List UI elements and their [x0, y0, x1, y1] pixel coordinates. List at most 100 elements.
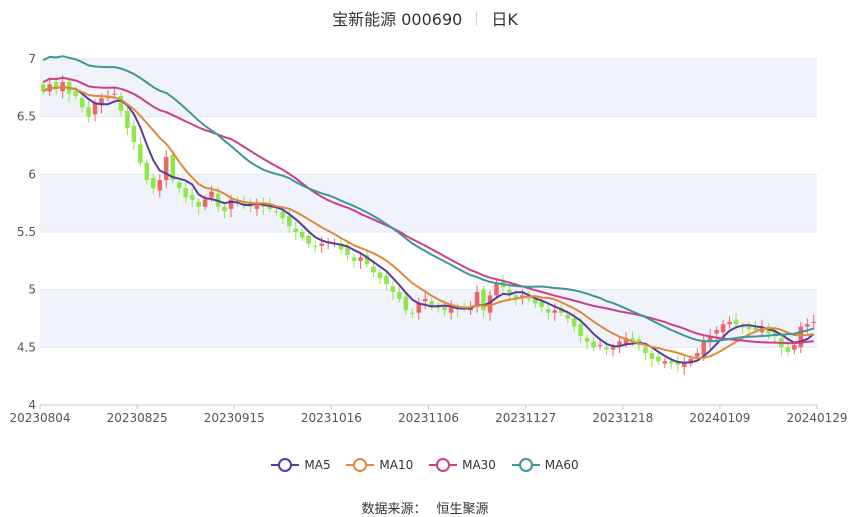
candle-body [390, 286, 396, 292]
candle-body [280, 211, 286, 219]
y-tick-label: 5.5 [17, 225, 36, 239]
candle-body [571, 318, 577, 327]
candle-body [740, 326, 745, 328]
x-tick-label: 20230804 [9, 411, 70, 425]
candle-body [681, 363, 687, 367]
candle-body [487, 295, 493, 313]
y-band [40, 289, 817, 348]
legend-item-ma30[interactable]: MA30 [429, 458, 496, 472]
source-label: 数据来源： [361, 502, 427, 517]
candle-body [662, 361, 668, 364]
title-divider [476, 12, 478, 26]
candle-body [474, 291, 480, 307]
candle-body [720, 324, 726, 333]
x-tick-label: 20230915 [204, 411, 265, 425]
candle-body [630, 338, 635, 342]
candle-body [701, 341, 706, 356]
legend-label-ma10: MA10 [379, 458, 414, 472]
x-tick-label: 20231218 [592, 411, 653, 425]
candle-body [410, 312, 415, 314]
data-source: 数据来源： 恒生聚源 [0, 498, 850, 517]
candle-body [345, 246, 350, 256]
candle-body [92, 102, 98, 115]
candle-body [533, 298, 538, 304]
candle-body [623, 338, 629, 344]
legend-item-ma5[interactable]: MA5 [271, 458, 331, 472]
candle-body [494, 283, 499, 296]
stock-name-code: 宝新能源 000690 [332, 10, 463, 29]
candle-body [254, 203, 260, 209]
y-tick-label: 4 [28, 398, 36, 412]
candle-body [656, 356, 661, 362]
candle-body [688, 358, 694, 364]
legend: MA5 MA10 MA30 MA60 [0, 458, 850, 475]
candle-body [241, 203, 247, 205]
candle-body [526, 297, 532, 299]
candle-body [669, 361, 674, 364]
candle-body [299, 232, 305, 238]
x-tick-label: 20240129 [786, 411, 847, 425]
candle-body [610, 347, 616, 350]
candle-body [481, 289, 486, 311]
candle-body [694, 353, 700, 357]
legend-swatch-ma5 [271, 458, 300, 472]
candle-body [364, 255, 370, 265]
legend-item-ma10[interactable]: MA10 [346, 458, 413, 472]
candle-body [546, 309, 551, 313]
candle-body [338, 243, 344, 250]
candle-body [176, 182, 182, 189]
candle-body [507, 289, 512, 296]
candle-body [144, 162, 150, 181]
candle-body [53, 82, 59, 89]
candle-body [189, 195, 195, 200]
candle-body [591, 341, 596, 348]
candle-body [306, 235, 311, 244]
legend-swatch-ma60 [511, 458, 540, 472]
candle-body [384, 275, 389, 284]
legend-swatch-ma10 [346, 458, 375, 472]
candle-body [785, 347, 791, 352]
x-tick-label: 20231106 [398, 411, 459, 425]
candle-body [138, 144, 143, 163]
chart-title: 宝新能源 000690 日K [0, 6, 850, 30]
ma-line-ma60 [42, 55, 815, 343]
y-tick-label: 4.5 [17, 340, 36, 354]
candle-body [319, 243, 324, 246]
candle-body [228, 199, 234, 209]
legend-label-ma5: MA5 [304, 458, 331, 472]
candle-body [792, 345, 797, 350]
candle-body [617, 341, 622, 346]
candle-body [733, 319, 739, 325]
x-tick-label: 20231016 [301, 411, 362, 425]
candle-body [112, 93, 117, 95]
candle-body [643, 347, 648, 354]
candle-body [403, 296, 409, 311]
x-tick-label: 20230825 [107, 411, 168, 425]
candle-body [552, 310, 558, 313]
legend-label-ma30: MA30 [462, 458, 496, 472]
candle-body [293, 228, 299, 232]
candle-body [558, 308, 564, 313]
candle-body [422, 298, 428, 302]
candle-body [649, 353, 655, 359]
candle-body [73, 91, 78, 96]
candle-body [125, 110, 130, 129]
candle-body [358, 257, 363, 261]
candle-body [151, 177, 156, 189]
candle-body [604, 347, 609, 350]
y-tick-label: 6 [28, 167, 36, 181]
legend-item-ma60[interactable]: MA60 [511, 458, 579, 472]
candle-body [131, 125, 137, 143]
period-label: 日K [491, 10, 518, 29]
candle-body [805, 324, 810, 327]
ma-line-ma5 [42, 85, 815, 364]
x-tick-label: 20240109 [689, 411, 750, 425]
x-tick-label: 20231127 [495, 411, 556, 425]
y-band [40, 59, 817, 117]
y-tick-label: 6.5 [17, 110, 36, 124]
candle-body [222, 206, 227, 212]
candle-body [565, 315, 570, 319]
candle-body [798, 326, 804, 348]
ma-line-ma30 [42, 76, 814, 345]
candle-body [157, 180, 163, 191]
